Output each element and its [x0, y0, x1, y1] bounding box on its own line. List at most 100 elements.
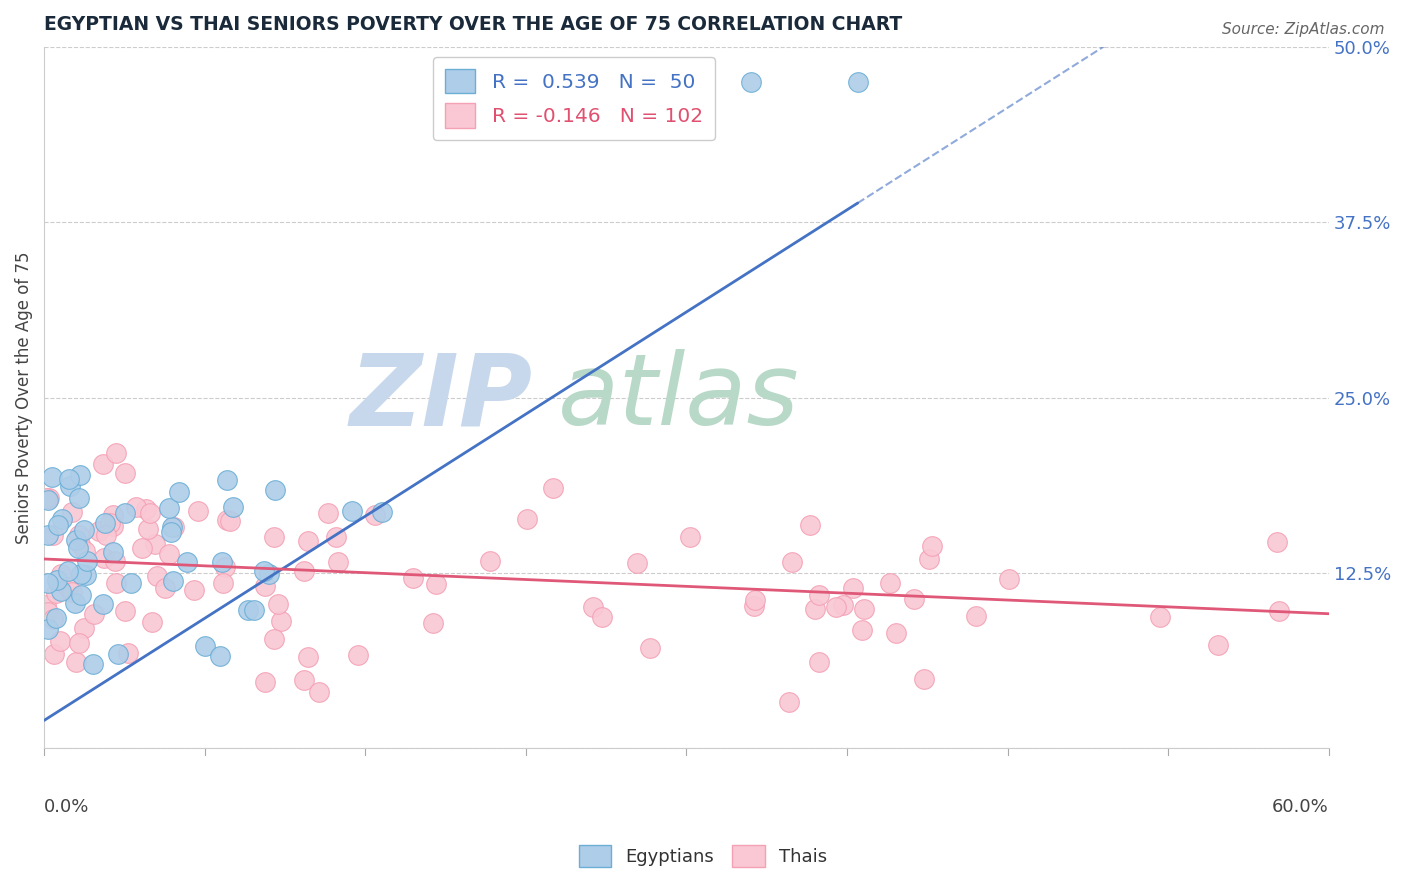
Text: ZIP: ZIP — [349, 349, 533, 446]
Point — [308, 685, 330, 699]
Point — [879, 576, 901, 591]
Legend: Egyptians, Thais: Egyptians, Thais — [571, 838, 835, 874]
Point — [131, 541, 153, 556]
Point — [107, 647, 129, 661]
Point — [76, 554, 98, 568]
Point — [104, 553, 127, 567]
Point — [780, 555, 803, 569]
Point — [364, 508, 387, 522]
Point — [918, 552, 941, 566]
Point — [997, 572, 1019, 586]
Point — [73, 621, 96, 635]
Point — [1149, 610, 1171, 624]
Point — [744, 593, 766, 607]
Point — [37, 528, 59, 542]
Point — [803, 602, 825, 616]
Legend: R =  0.539   N =  50, R = -0.146   N = 102: R = 0.539 N = 50, R = -0.146 N = 102 — [433, 57, 714, 140]
Point — [159, 524, 181, 539]
Point — [37, 605, 59, 619]
Point — [157, 500, 180, 515]
Point — [69, 467, 91, 482]
Point — [94, 528, 117, 542]
Point — [222, 500, 245, 514]
Point — [114, 506, 136, 520]
Point — [1268, 604, 1291, 618]
Point — [38, 491, 60, 506]
Text: atlas: atlas — [558, 349, 800, 446]
Point — [69, 537, 91, 551]
Point — [62, 505, 84, 519]
Point — [253, 579, 276, 593]
Point — [56, 580, 79, 594]
Point — [851, 624, 873, 638]
Point — [807, 588, 830, 602]
Point — [346, 648, 368, 663]
Point — [183, 582, 205, 597]
Point — [903, 592, 925, 607]
Point — [66, 541, 89, 555]
Point — [139, 506, 162, 520]
Point — [136, 522, 159, 536]
Point — [153, 581, 176, 595]
Point — [215, 513, 238, 527]
Point — [37, 575, 59, 590]
Point — [264, 483, 287, 497]
Point — [478, 554, 501, 568]
Point — [325, 530, 347, 544]
Point — [211, 555, 233, 569]
Point — [82, 657, 104, 671]
Point — [49, 567, 72, 582]
Point — [208, 649, 231, 664]
Point — [292, 564, 315, 578]
Point — [91, 457, 114, 471]
Point — [263, 632, 285, 646]
Point — [67, 636, 90, 650]
Point — [44, 647, 66, 661]
Point — [243, 603, 266, 617]
Point — [638, 641, 661, 656]
Point — [42, 528, 65, 542]
Point — [253, 675, 276, 690]
Point — [58, 471, 80, 485]
Point — [37, 492, 59, 507]
Point — [214, 559, 236, 574]
Point — [75, 568, 97, 582]
Point — [541, 481, 564, 495]
Point — [626, 556, 648, 570]
Point — [742, 599, 765, 614]
Point — [253, 564, 276, 578]
Point — [422, 615, 444, 630]
Point — [267, 598, 290, 612]
Point — [965, 608, 987, 623]
Point — [37, 622, 59, 636]
Point — [402, 571, 425, 585]
Point — [51, 511, 73, 525]
Point — [58, 565, 80, 579]
Point — [62, 585, 84, 599]
Point — [162, 520, 184, 534]
Point — [912, 673, 935, 687]
Point — [41, 469, 63, 483]
Point — [45, 611, 67, 625]
Point — [852, 601, 875, 615]
Point — [70, 588, 93, 602]
Point — [163, 520, 186, 534]
Point — [101, 519, 124, 533]
Point — [114, 466, 136, 480]
Point — [141, 615, 163, 630]
Point — [146, 568, 169, 582]
Point — [120, 576, 142, 591]
Point — [83, 607, 105, 621]
Point — [425, 577, 447, 591]
Point — [215, 473, 238, 487]
Point — [297, 650, 319, 665]
Point — [63, 596, 86, 610]
Point — [73, 523, 96, 537]
Point — [807, 656, 830, 670]
Point — [842, 581, 865, 595]
Point — [98, 516, 121, 530]
Point — [194, 639, 217, 653]
Point — [49, 584, 72, 599]
Point — [104, 446, 127, 460]
Point — [270, 614, 292, 628]
